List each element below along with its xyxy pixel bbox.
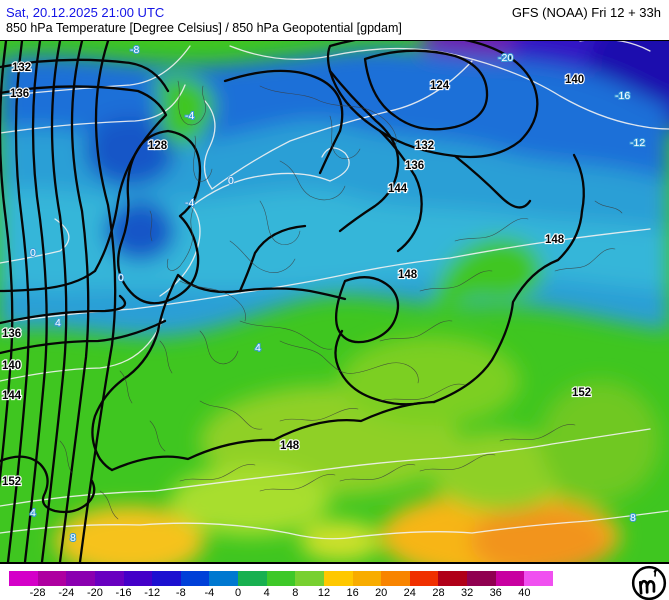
svg-text:136: 136 [405,160,424,172]
svg-text:-12: -12 [630,137,645,149]
svg-text:4: 4 [255,342,261,354]
svg-text:0: 0 [30,247,36,259]
svg-text:-20: -20 [498,52,513,64]
svg-text:-4: -4 [185,197,194,209]
svg-text:8: 8 [630,512,636,524]
svg-text:-4: -4 [185,110,194,122]
svg-text:136: 136 [2,328,21,340]
svg-text:152: 152 [2,476,21,488]
svg-text:144: 144 [388,183,408,195]
svg-text:4: 4 [55,317,61,329]
svg-text:148: 148 [398,269,418,281]
svg-text:0: 0 [118,272,124,284]
svg-text:136: 136 [10,88,29,100]
svg-text:8: 8 [70,532,76,544]
svg-text:144: 144 [2,390,22,402]
svg-text:152: 152 [572,387,591,399]
svg-text:-8: -8 [130,44,139,56]
svg-text:-16: -16 [615,90,630,102]
svg-text:140: 140 [565,74,584,86]
svg-text:148: 148 [545,234,565,246]
svg-text:124: 124 [430,80,450,92]
svg-text:132: 132 [415,140,434,152]
svg-text:132: 132 [12,62,31,74]
svg-text:148: 148 [280,440,300,452]
svg-text:4: 4 [30,507,36,519]
svg-text:0: 0 [228,175,234,187]
svg-text:140: 140 [2,360,21,372]
svg-text:128: 128 [148,140,168,152]
